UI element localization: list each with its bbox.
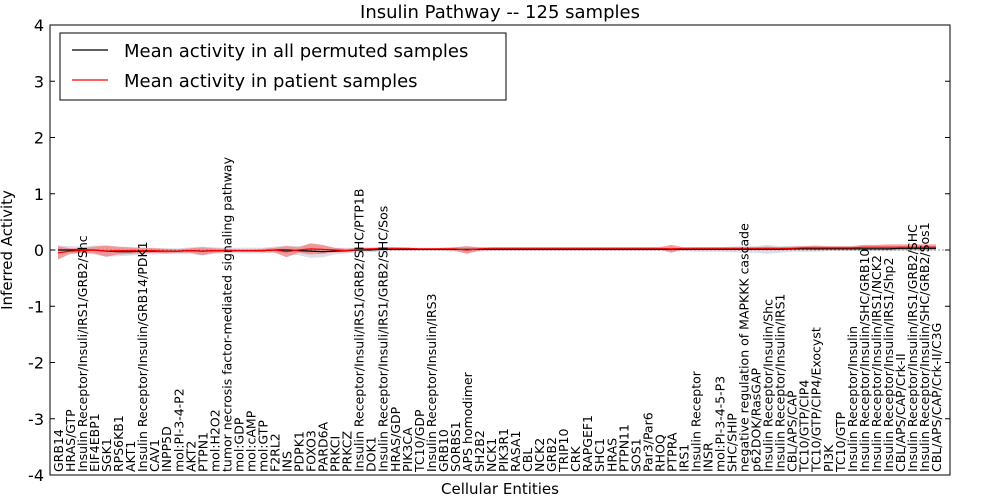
x-tick-label: mol:PI-3-4-5-P3 bbox=[713, 376, 728, 472]
x-tick-label: Insulin Receptor/Insulin/IRS3 bbox=[424, 294, 439, 472]
legend-box bbox=[59, 32, 507, 101]
x-tick-label: EIF4EBP1 bbox=[87, 413, 102, 472]
x-tick-label: Insulin Receptor/Insulin/IRS1/NCK2 bbox=[869, 255, 884, 472]
x-tick-label: PIK3CA bbox=[400, 427, 415, 472]
x-tick-label: PTPN11 bbox=[616, 424, 631, 472]
x-tick-label: HRAS bbox=[604, 438, 619, 472]
x-tick-label: TRIP10 bbox=[556, 429, 571, 473]
x-tick-label: CBL/APS/CAP bbox=[785, 390, 800, 472]
x-tick-label: PI3K bbox=[821, 444, 836, 472]
y-tick-label: 0 bbox=[34, 241, 44, 260]
x-tick-label: HRAS/GDP bbox=[388, 406, 403, 472]
x-tick-label: F2RL2 bbox=[268, 433, 283, 472]
x-tick-label: RHOQ bbox=[652, 434, 667, 472]
x-tick-label: PRKCI bbox=[328, 436, 343, 472]
x-tick-label: Insulin Receptor/Insulin/IRS1/GRB2/SHC bbox=[905, 224, 920, 472]
x-tick-label: INPP5D bbox=[159, 426, 174, 472]
x-tick-label: IRS1 bbox=[676, 444, 691, 472]
y-tick-label: -1 bbox=[28, 297, 44, 316]
x-tick-label: p62DOK/RasGAP bbox=[749, 367, 764, 472]
x-tick-label: Insulin Receptor/Insulin/SHC/GRB10 bbox=[857, 249, 872, 472]
x-tick-label: TC10/GDP bbox=[412, 409, 427, 473]
x-tick-label: Insulin Receptor/Insuli/IRS1/GRB2/Shc bbox=[75, 235, 90, 472]
x-tick-label: TC10/GTP/CIP4 bbox=[797, 380, 812, 473]
x-tick-label: PIK3R1 bbox=[496, 428, 511, 472]
x-tick-label: TC10/GTP bbox=[833, 411, 848, 473]
y-tick-label: 3 bbox=[34, 72, 44, 91]
x-tick-label: TC10/GTP/CIP4/Exocyst bbox=[809, 327, 824, 473]
x-tick-label: RAPGEF1 bbox=[580, 415, 595, 472]
series-lines bbox=[57, 246, 936, 254]
y-tick-label: 4 bbox=[34, 16, 44, 35]
x-tick-label: NCK2 bbox=[532, 438, 547, 472]
x-tick-label: GRB10 bbox=[436, 429, 451, 472]
y-tick-label: 1 bbox=[34, 185, 44, 204]
legend: Mean activity in all permuted samples Me… bbox=[59, 32, 507, 101]
x-tick-label: Insulin Receptor/Insulin/SHC/GRB2/Sos1 bbox=[917, 222, 932, 472]
x-tick-label: Insulin Receptor/Insulin/IRS1/Shp2 bbox=[881, 258, 896, 472]
x-tick-label: AKT1 bbox=[123, 441, 138, 472]
y-tick-label: -4 bbox=[28, 466, 44, 485]
x-tick-label: SOS1 bbox=[628, 438, 643, 472]
x-tick-label: SHC1 bbox=[592, 438, 607, 472]
y-tick-label: 2 bbox=[34, 129, 44, 148]
chart-title: Insulin Pathway -- 125 samples bbox=[360, 2, 640, 23]
x-tick-label: mol:GTP bbox=[256, 420, 271, 472]
x-tick-label: negative regulation of MAPKKK cascade bbox=[737, 223, 752, 472]
y-tick-label: -3 bbox=[28, 410, 44, 429]
x-tick-label: INS bbox=[280, 451, 295, 472]
x-tick-label: PRKCZ bbox=[340, 431, 355, 472]
x-tick-label: RPS6KB1 bbox=[111, 415, 126, 472]
x-tick-label: Insulin Receptor/Insuli/IRS1/GRB2/SHC/So… bbox=[376, 206, 391, 472]
x-tick-label: CRK bbox=[568, 446, 583, 472]
x-tick-label: Insulin Receptor/Insulin/GRB14/PDK1 bbox=[135, 241, 150, 472]
x-tick-label: RASA1 bbox=[508, 431, 523, 472]
x-tick-label: APS homodimer bbox=[460, 371, 475, 472]
x-tick-label: PARD6A bbox=[316, 421, 331, 472]
x-tick-label: mol:PI-3-4-P2 bbox=[171, 388, 186, 472]
x-tick-label: DOK1 bbox=[364, 436, 379, 472]
x-axis-label: Cellular Entities bbox=[441, 480, 559, 498]
x-tick-label: PDPK1 bbox=[292, 431, 307, 472]
x-tick-label: GRB2 bbox=[544, 437, 559, 472]
x-tick-label: GRB14 bbox=[51, 429, 66, 472]
x-tick-label: CBL bbox=[520, 448, 535, 472]
legend-permuted-label: Mean activity in all permuted samples bbox=[124, 41, 468, 62]
legend-patient-label: Mean activity in patient samples bbox=[124, 71, 418, 92]
patient-mean-line bbox=[57, 246, 936, 254]
x-tick-label: Insulin Receptor/Insulin bbox=[845, 326, 860, 472]
x-tick-label: SHC/SHIP bbox=[725, 413, 740, 472]
x-tick-label: SH2B2 bbox=[472, 430, 487, 472]
y-axis-label: Inferred Activity bbox=[0, 190, 16, 310]
x-tick-label: mol:H2O2 bbox=[207, 409, 222, 472]
x-tick-label: CAV1 bbox=[147, 439, 162, 472]
x-tick-label: FOXO3 bbox=[304, 430, 319, 472]
x-tick-label: HRAS/GTP bbox=[63, 409, 78, 472]
x-tick-label: mol:GDP bbox=[231, 417, 246, 472]
y-tick-label: -2 bbox=[28, 354, 44, 373]
x-tick-label: SGK1 bbox=[99, 438, 114, 472]
x-tick-label: PTPN1 bbox=[195, 432, 210, 472]
x-tick-label: Par3/Par6 bbox=[640, 412, 655, 472]
x-tick-label: SORBS1 bbox=[448, 421, 463, 472]
x-tick-label: CBL/APS/CAP/Crk-II bbox=[893, 353, 908, 472]
x-tick-label: Insulin Receptor bbox=[689, 370, 704, 472]
x-tick-label: Insulin Receptor/Insuli/IRS1/GRB2/SHC/PT… bbox=[352, 189, 367, 472]
x-tick-label: AKT2 bbox=[183, 441, 198, 472]
x-tick-label: PTPRA bbox=[664, 432, 679, 472]
x-tick-label: INSR bbox=[701, 442, 716, 472]
x-tick-label: mol:cAMP bbox=[243, 410, 258, 472]
x-tick-label: NCK1 bbox=[484, 438, 499, 472]
y-axis-ticks: -4 -3 -2 -1 0 1 2 3 4 bbox=[28, 16, 950, 485]
x-tick-label: tumor necrosis factor-mediated signaling… bbox=[219, 156, 234, 472]
confidence-bands bbox=[58, 243, 936, 260]
x-tick-label: Insulin Receptor/Insulin/Shc bbox=[761, 299, 776, 472]
x-tick-label: Insulin Receptor/Insulin/IRS1 bbox=[773, 294, 788, 472]
x-tick-label: CBL/APS/CAP/Crk-II/C3G bbox=[929, 323, 944, 472]
patient-std-band bbox=[58, 243, 936, 260]
